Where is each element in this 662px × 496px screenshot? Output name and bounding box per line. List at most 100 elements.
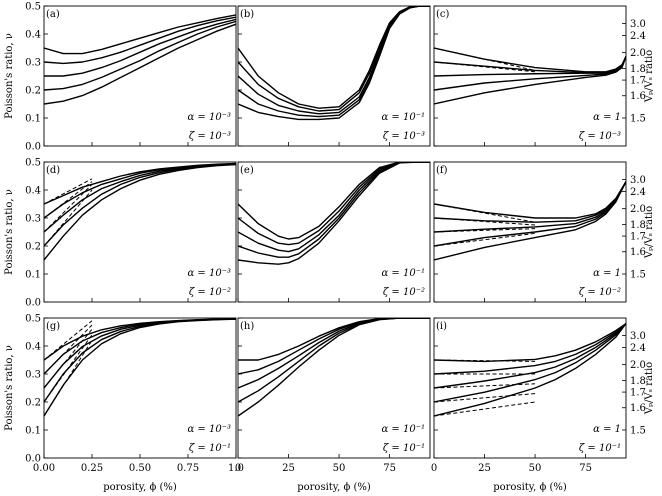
alpha-annotation: α = 10⁻¹ (381, 112, 425, 123)
vpvs-tick-label: 1.7 (630, 232, 646, 243)
series-line-3 (44, 20, 236, 91)
dashed-line-3 (44, 189, 93, 247)
panel-label: (d) (46, 165, 60, 176)
y-axis-label-right: Vₚ/Vₛ ratio (644, 206, 655, 259)
dashed-line-1 (44, 324, 93, 375)
y-axis-label-right: Vₚ/Vₛ ratio (644, 362, 655, 415)
series-line-2 (44, 18, 236, 77)
vpvs-tick-label: 2.0 (630, 360, 646, 371)
x-axis-label: porosity, ϕ (%) (493, 482, 567, 493)
dashed-line-3 (434, 232, 536, 247)
series-line-3 (238, 162, 430, 258)
x-axis-label: porosity, ϕ (%) (103, 482, 177, 493)
vpvs-tick-label: 3.0 (630, 19, 646, 30)
x-tick-label: 25 (478, 463, 491, 474)
series-line-4 (434, 323, 626, 417)
zeta-annotation: ζ = 10⁻³ (579, 131, 621, 142)
panel-frame (433, 317, 627, 459)
dashed-line-4 (434, 401, 536, 417)
panel-label: (c) (436, 9, 450, 20)
x-axis-label: porosity, ϕ (%) (297, 482, 371, 493)
vpvs-tick-label: 2.0 (630, 48, 646, 59)
curves (44, 318, 236, 417)
panel-frame (43, 317, 237, 459)
y-tick-label: 0.3 (25, 214, 41, 225)
vpvs-tick-label: 2.4 (630, 187, 646, 198)
dashed-line-0 (434, 47, 536, 71)
zeta-annotation: ζ = 10⁻² (383, 287, 425, 298)
panel-frame (237, 161, 431, 303)
series-line-2 (434, 323, 626, 389)
x-tick-label: 0.50 (129, 463, 151, 474)
y-tick-label: 0.0 (25, 142, 41, 153)
curves (238, 6, 430, 121)
y-tick-label: 0.0 (25, 298, 41, 309)
y-tick-label: 0.1 (25, 426, 41, 437)
panel-label: (b) (240, 9, 254, 20)
panel-frame (237, 5, 431, 147)
dashed-line-0 (434, 203, 536, 223)
zeta-annotation: ζ = 10⁻¹ (189, 443, 231, 454)
panel-label: (g) (46, 321, 60, 332)
series-line-3 (44, 318, 236, 403)
vpvs-tick-label: 1.6 (630, 403, 646, 414)
y-tick-label: 0.3 (25, 58, 41, 69)
y-tick-label: 0.2 (25, 242, 41, 253)
dashed-line-0 (434, 359, 536, 362)
curves (44, 14, 236, 105)
series-line-0 (44, 14, 236, 55)
x-tick-label: 0.25 (81, 463, 103, 474)
alpha-annotation: α = 10⁻³ (187, 112, 231, 123)
curves (44, 162, 236, 261)
series-line-0 (434, 323, 626, 363)
y-tick-label: 0.1 (25, 114, 41, 125)
zeta-annotation: ζ = 10⁻³ (383, 131, 425, 142)
x-tick-label: 1.0 (228, 463, 244, 474)
series-line-4 (434, 181, 626, 261)
x-tick-label: 0.75 (177, 463, 199, 474)
y-tick-label: 0.3 (25, 370, 41, 381)
vpvs-tick-label: 1.6 (630, 91, 646, 102)
alpha-annotation: α = 1 (593, 112, 621, 123)
series-line-2 (238, 318, 430, 389)
y-tick-label: 0.2 (25, 86, 41, 97)
x-tick-label: 0 (431, 463, 437, 474)
alpha-annotation: α = 1 (593, 268, 621, 279)
y-tick-label: 0.5 (25, 158, 41, 169)
dashed-line-2 (434, 228, 536, 233)
dashed-line-1 (434, 61, 536, 73)
series-line-0 (434, 47, 626, 73)
y-tick-label: 0.4 (25, 186, 41, 197)
alpha-annotation: α = 10⁻³ (187, 424, 231, 435)
dashed-line-4 (44, 340, 93, 417)
vpvs-tick-label: 2.4 (630, 31, 646, 42)
series-line-4 (434, 56, 626, 105)
dashed-line-1 (434, 217, 536, 226)
curves (434, 181, 626, 261)
series-line-0 (238, 162, 430, 240)
vpvs-tick-label: 1.8 (630, 376, 646, 387)
curves (434, 323, 626, 417)
series-line-3 (44, 163, 236, 247)
x-tick-label: 50 (529, 463, 542, 474)
series-line-2 (434, 181, 626, 233)
series-line-2 (44, 318, 236, 389)
panel-frame (43, 161, 237, 303)
dashed-line-0 (44, 320, 93, 361)
zeta-annotation: ζ = 10⁻² (579, 287, 621, 298)
vpvs-tick-label: 3.0 (630, 175, 646, 186)
series-line-0 (434, 181, 626, 219)
zeta-annotation: ζ = 10⁻² (189, 287, 231, 298)
curves (238, 162, 430, 265)
alpha-annotation: α = 10⁻¹ (381, 424, 425, 435)
panel-label: (i) (436, 321, 447, 332)
x-tick-label: 50 (333, 463, 346, 474)
series-line-4 (238, 318, 430, 417)
series-line-1 (434, 323, 626, 375)
vpvs-tick-label: 1.8 (630, 220, 646, 231)
panel-b: (b) α = 10⁻¹ ζ = 10⁻³ (237, 5, 431, 147)
y-tick-label: 0.0 (25, 454, 41, 465)
series-line-4 (44, 23, 236, 105)
series-line-3 (434, 323, 626, 403)
